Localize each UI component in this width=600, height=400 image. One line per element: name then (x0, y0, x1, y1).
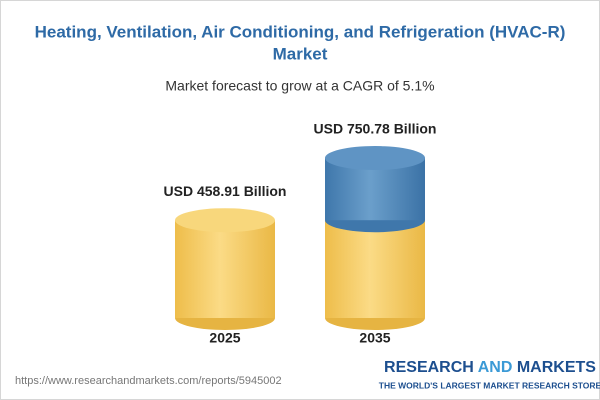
chart-title: Market (273, 44, 328, 63)
category-label: 2035 (359, 330, 390, 346)
chart-title: Heating, Ventilation, Air Conditioning, … (35, 22, 566, 41)
brand-word: AND (478, 359, 513, 376)
cylinder-top (325, 146, 425, 170)
brand-tagline: THE WORLD'S LARGEST MARKET RESEARCH STOR… (379, 380, 600, 390)
brand-word: MARKETS (517, 359, 596, 376)
cylinder-top (175, 208, 275, 233)
chart-subtitle: Market forecast to grow at a CAGR of 5.1… (165, 78, 434, 94)
brand-word: RESEARCH (384, 359, 474, 376)
value-label: USD 750.78 Billion (314, 121, 437, 137)
value-label: USD 458.91 Billion (164, 183, 287, 199)
category-label: 2025 (209, 330, 240, 346)
brand-logo: RESEARCH AND MARKETS (384, 359, 596, 376)
cylinder-body (325, 220, 425, 318)
cylinder (175, 208, 275, 330)
cylinder-body (175, 220, 275, 318)
source-url: https://www.researchandmarkets.com/repor… (15, 375, 282, 387)
cylinder (325, 146, 425, 330)
